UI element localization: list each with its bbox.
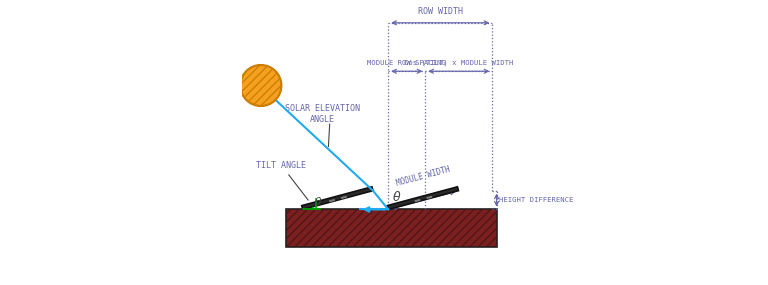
Polygon shape [387,187,458,209]
Polygon shape [426,196,432,199]
Polygon shape [302,187,373,209]
Text: Cos (TILT) x MODULE WIDTH: Cos (TILT) x MODULE WIDTH [404,60,514,66]
Circle shape [240,65,281,106]
Polygon shape [341,196,347,199]
Text: ROW WIDTH: ROW WIDTH [418,7,463,16]
Text: TILT ANGLE: TILT ANGLE [257,161,308,200]
Text: MODULE WIDTH: MODULE WIDTH [395,165,451,188]
FancyBboxPatch shape [286,209,497,247]
Text: $\theta$: $\theta$ [313,195,322,207]
Text: SOLAR ELEVATION
ANGLE: SOLAR ELEVATION ANGLE [285,104,360,124]
Text: HEIGHT DIFFERENCE: HEIGHT DIFFERENCE [499,197,573,203]
Text: $\theta$: $\theta$ [392,190,401,204]
Polygon shape [415,199,421,202]
Polygon shape [329,199,335,202]
Text: MODULE ROW SPACING: MODULE ROW SPACING [367,60,446,66]
